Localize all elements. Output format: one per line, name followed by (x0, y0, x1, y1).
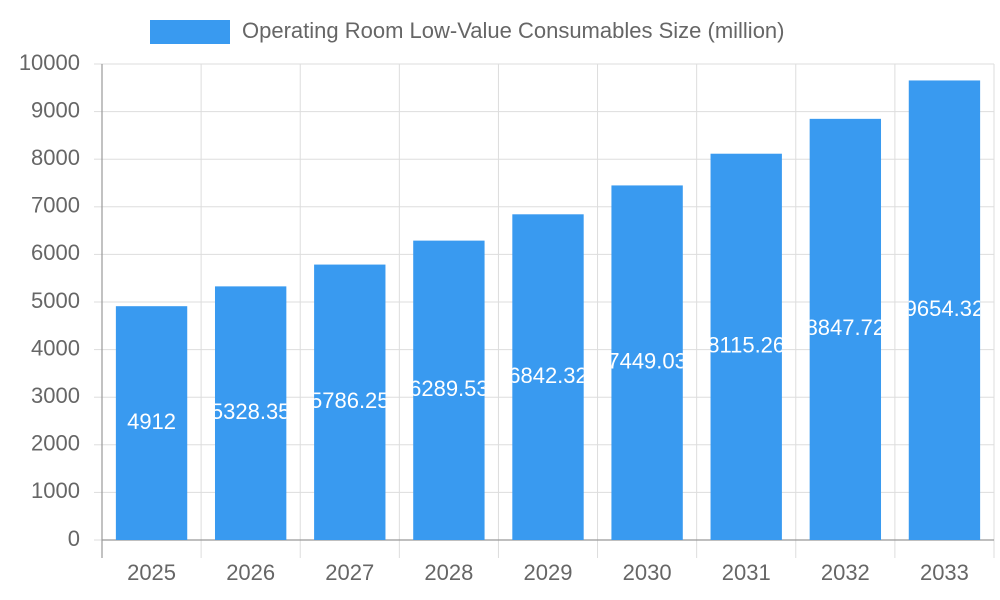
bar (115, 306, 188, 540)
data-label: 4912 (127, 409, 176, 434)
legend-label: Operating Room Low-Value Consumables Siz… (242, 18, 785, 43)
x-tick-label: 2031 (722, 560, 771, 585)
bar (512, 214, 584, 540)
bar (413, 240, 485, 540)
data-label: 6842.32 (508, 363, 588, 388)
x-tick-label: 2033 (920, 560, 969, 585)
x-tick-label: 2029 (524, 560, 573, 585)
y-tick-label: 9000 (31, 97, 80, 122)
y-tick-label: 6000 (31, 240, 80, 265)
y-tick-label: 10000 (19, 50, 80, 75)
x-tick-label: 2027 (325, 560, 374, 585)
y-tick-label: 0 (68, 526, 80, 551)
bar (710, 153, 782, 540)
bar (809, 118, 882, 541)
x-tick-label: 2025 (127, 560, 176, 585)
x-tick-label: 2030 (623, 560, 672, 585)
y-tick-label: 8000 (31, 145, 80, 170)
data-label: 7449.03 (607, 349, 687, 374)
y-tick-label: 3000 (31, 383, 80, 408)
bar (214, 286, 287, 540)
data-label: 6289.53 (409, 376, 489, 401)
y-tick-label: 2000 (31, 431, 80, 456)
x-tick-label: 2032 (821, 560, 870, 585)
y-tick-label: 1000 (31, 478, 80, 503)
x-tick-label: 2028 (424, 560, 473, 585)
data-label: 8847.72 (806, 315, 886, 340)
bar (314, 264, 386, 540)
data-label: 5786.25 (310, 388, 390, 413)
y-tick-label: 4000 (31, 335, 80, 360)
x-tick-label: 2026 (226, 560, 275, 585)
y-tick-label: 7000 (31, 193, 80, 218)
legend-swatch (150, 20, 230, 44)
bar (908, 80, 981, 540)
y-tick-label: 5000 (31, 288, 80, 313)
data-label: 8115.26 (707, 333, 785, 358)
bar (611, 185, 683, 540)
data-label: 5328.35 (211, 399, 291, 424)
data-label: 9654.32 (905, 296, 985, 321)
